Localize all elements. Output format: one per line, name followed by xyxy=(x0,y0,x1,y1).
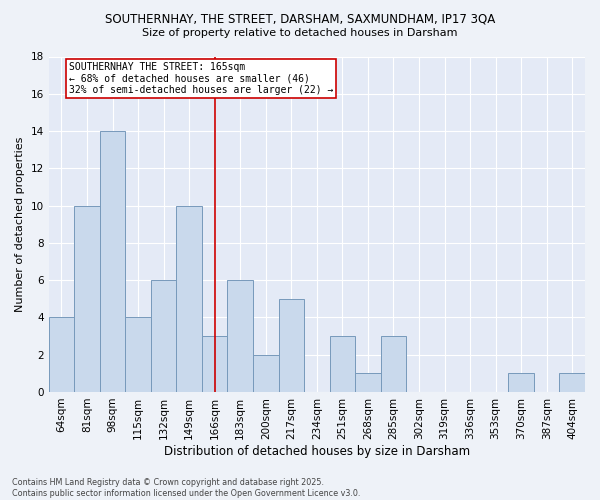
Bar xyxy=(508,374,534,392)
Text: SOUTHERNHAY THE STREET: 165sqm
← 68% of detached houses are smaller (46)
32% of : SOUTHERNHAY THE STREET: 165sqm ← 68% of … xyxy=(69,62,334,96)
Text: SOUTHERNHAY, THE STREET, DARSHAM, SAXMUNDHAM, IP17 3QA: SOUTHERNHAY, THE STREET, DARSHAM, SAXMUN… xyxy=(105,12,495,26)
Bar xyxy=(253,354,278,392)
Bar xyxy=(227,280,253,392)
Bar xyxy=(49,318,74,392)
Bar xyxy=(74,206,100,392)
Bar xyxy=(278,299,304,392)
Bar xyxy=(125,318,151,392)
X-axis label: Distribution of detached houses by size in Darsham: Distribution of detached houses by size … xyxy=(164,444,470,458)
Bar xyxy=(559,374,585,392)
Text: Contains HM Land Registry data © Crown copyright and database right 2025.
Contai: Contains HM Land Registry data © Crown c… xyxy=(12,478,361,498)
Y-axis label: Number of detached properties: Number of detached properties xyxy=(15,136,25,312)
Bar xyxy=(355,374,380,392)
Bar xyxy=(151,280,176,392)
Bar xyxy=(176,206,202,392)
Bar xyxy=(380,336,406,392)
Bar xyxy=(100,131,125,392)
Text: Size of property relative to detached houses in Darsham: Size of property relative to detached ho… xyxy=(142,28,458,38)
Bar xyxy=(329,336,355,392)
Bar xyxy=(202,336,227,392)
